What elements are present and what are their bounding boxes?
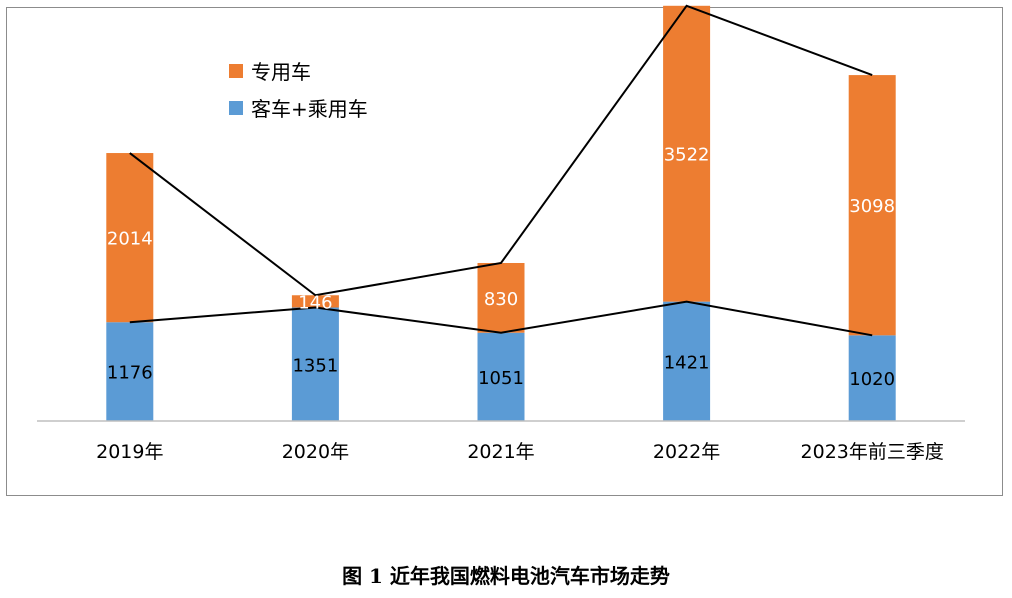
connector-line-1 <box>129 4 873 297</box>
legend-label: 专用车 <box>251 60 311 84</box>
data-label: 1051 <box>478 368 524 389</box>
x-tick-label: 2022年 <box>653 441 720 463</box>
data-label: 1020 <box>849 369 895 390</box>
bar-special-0 <box>106 153 154 323</box>
data-labels: 1176 2014 1351 146 1051 830 1421 3522 1020 3098 <box>107 145 895 390</box>
data-label: 1421 <box>664 352 710 373</box>
figure-caption: 图 1 近年我国燃料电池汽车市场走势 <box>342 564 670 588</box>
data-label: 1176 <box>107 363 153 384</box>
bar-passenger-2 <box>477 332 525 421</box>
data-label: 146 <box>298 292 332 313</box>
data-label: 3098 <box>849 196 895 217</box>
bar-special-3 <box>663 5 711 302</box>
bar-special-4 <box>848 75 896 336</box>
data-label: 3522 <box>664 145 710 166</box>
data-label: 2014 <box>107 229 153 250</box>
legend-swatch <box>229 64 243 78</box>
bars-layer <box>106 5 896 421</box>
bar-passenger-4 <box>848 335 896 421</box>
x-tick-label: 2020年 <box>282 441 349 463</box>
x-tick-label: 2023年前三季度 <box>801 441 944 463</box>
chart-frame <box>6 7 1003 496</box>
data-label: 1351 <box>292 355 338 376</box>
legend-label: 客车+乘用车 <box>251 97 368 121</box>
legend-swatch <box>229 101 243 115</box>
connector-line-0 <box>129 300 873 337</box>
x-tick-labels: 2019年 2020年 2021年 2022年 2023年前三季度 <box>96 441 944 463</box>
stacked-bar-chart: 1176 2014 1351 146 1051 830 1421 3522 1020 3098 2… <box>37 4 965 463</box>
bar-passenger-0 <box>106 322 154 421</box>
bar-special-2 <box>477 262 525 333</box>
connector-lines <box>129 4 873 337</box>
bar-special-1 <box>291 295 339 308</box>
bar-passenger-1 <box>291 307 339 421</box>
x-tick-label: 2019年 <box>96 441 163 463</box>
data-label: 830 <box>484 289 518 310</box>
x-tick-label: 2021年 <box>467 441 534 463</box>
bar-passenger-3 <box>663 301 711 421</box>
